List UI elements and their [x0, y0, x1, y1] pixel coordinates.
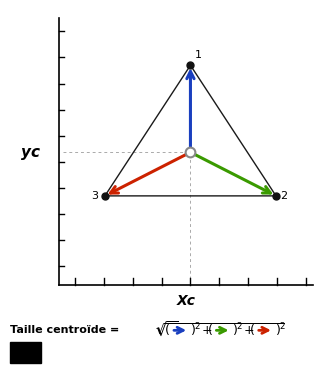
- Text: (: (: [165, 324, 170, 337]
- Text: (: (: [250, 324, 255, 337]
- Text: $\sqrt{\ }$: $\sqrt{\ }$: [155, 321, 179, 340]
- Text: $)^2$: $)^2$: [190, 322, 202, 339]
- Text: yᴄ: yᴄ: [21, 145, 40, 160]
- Text: 1: 1: [195, 50, 202, 60]
- Text: $\sqrt{\ \ \ \ \ \ \ \ \ \ \ \ \ \ \ \ \ \ \ \ \ \ \ \ \ \ \ }$: $\sqrt{\ \ \ \ \ \ \ \ \ \ \ \ \ \ \ \ \…: [155, 323, 285, 338]
- Text: (: (: [208, 324, 213, 337]
- Text: Taille centroïde =: Taille centroïde =: [10, 325, 123, 335]
- Text: 3: 3: [91, 191, 98, 201]
- Text: +: +: [201, 324, 212, 337]
- Text: Xᴄ: Xᴄ: [176, 294, 195, 308]
- Text: +: +: [244, 324, 254, 337]
- Text: $)^2$: $)^2$: [232, 322, 244, 339]
- Text: 2: 2: [281, 191, 288, 201]
- Text: $)^2$: $)^2$: [275, 322, 287, 339]
